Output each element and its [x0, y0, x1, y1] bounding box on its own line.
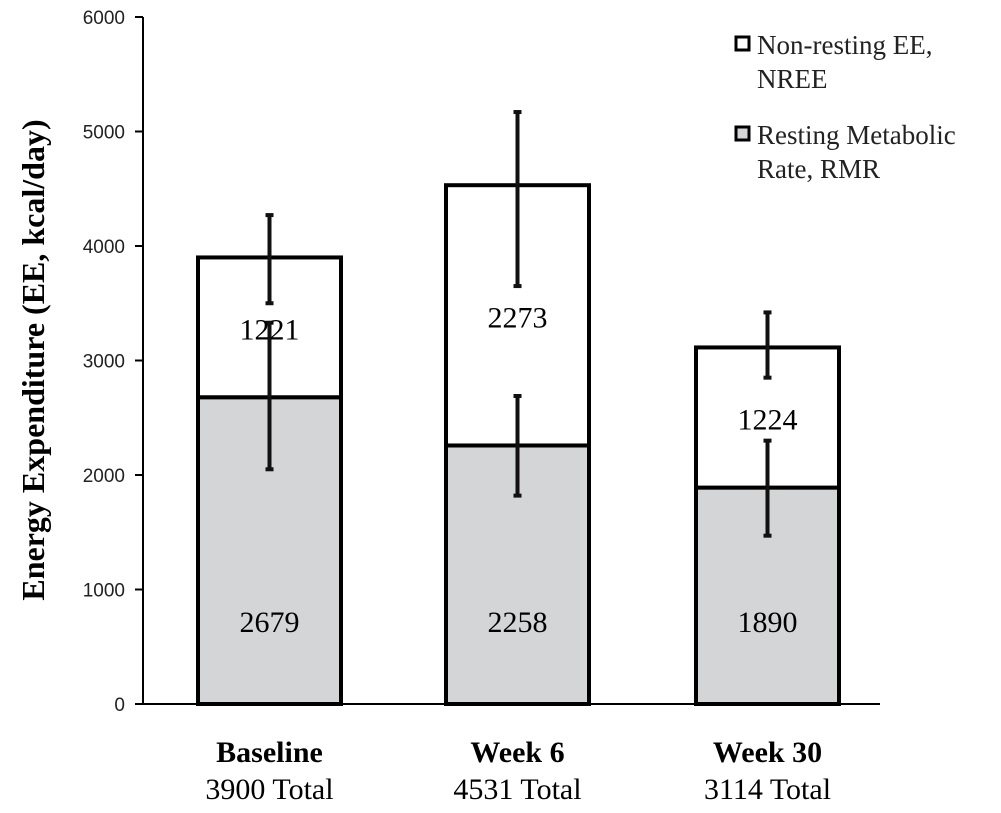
y-tick-label: 1000: [83, 581, 125, 602]
category-name: Week 30: [713, 736, 822, 769]
legend-label: Rate, RMR: [757, 154, 880, 184]
y-tick-label: 4000: [83, 237, 125, 258]
legend-label: Resting Metabolic: [757, 120, 956, 150]
legend: Non-resting EE, NREE Resting Metabolic Rate…: [734, 30, 956, 184]
y-tick-label: 3000: [83, 352, 125, 373]
legend-swatch: [734, 35, 751, 52]
error-bars: [265, 110, 772, 538]
category-total: 4531 Total: [453, 773, 581, 806]
legend-swatch: [734, 125, 751, 142]
category-total: 3114 Total: [704, 773, 831, 806]
category-name: Baseline: [216, 736, 323, 769]
y-axis: 0 1000 2000 3000 4000 5000 6000: [83, 8, 880, 716]
data-label: 1221: [240, 313, 300, 346]
data-label: 1890: [738, 606, 798, 639]
y-tick-label: 0: [114, 695, 125, 716]
y-tick-label: 6000: [83, 8, 125, 29]
data-label: 2258: [488, 606, 548, 639]
data-label: 2679: [240, 606, 300, 639]
category-name: Week 6: [470, 736, 564, 769]
legend-label: Non-resting EE,: [757, 30, 932, 60]
data-labels: 2679 1221 2258 2273 1890 1224: [240, 301, 798, 639]
y-tick-label: 5000: [83, 123, 125, 144]
y-axis-label: Energy Expenditure (EE, kcal/day): [15, 119, 51, 600]
category-total: 3900 Total: [205, 773, 333, 806]
data-label: 2273: [488, 301, 548, 334]
data-label: 1224: [738, 404, 798, 437]
category-labels: Baseline 3900 Total Week 6 4531 Total Week 3…: [205, 736, 831, 806]
legend-label: NREE: [757, 64, 828, 94]
y-tick-label: 2000: [83, 466, 125, 487]
